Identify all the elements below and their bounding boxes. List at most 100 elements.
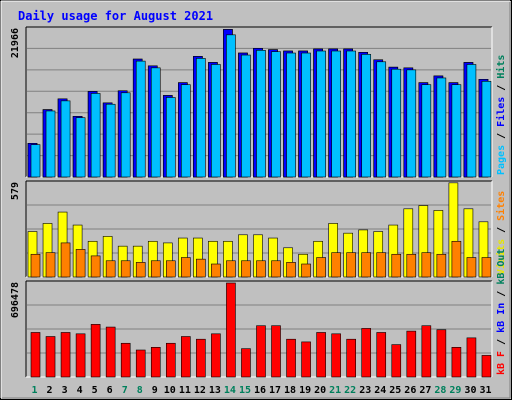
bar — [391, 253, 402, 278]
x-tick-label: 5 — [92, 385, 98, 396]
bar — [451, 347, 462, 378]
bar — [301, 52, 311, 178]
bar — [256, 260, 266, 278]
bar — [421, 325, 432, 378]
bar — [181, 336, 191, 378]
bar — [271, 325, 281, 378]
bar — [30, 144, 41, 178]
bar — [75, 117, 86, 178]
bar — [361, 54, 372, 178]
bar — [271, 260, 281, 278]
bar — [135, 349, 146, 378]
x-tick-label: 28 — [434, 385, 446, 396]
bar — [165, 97, 176, 178]
bar — [346, 50, 356, 178]
bar — [466, 257, 477, 278]
bar — [211, 333, 221, 378]
bar — [105, 103, 116, 178]
bar — [105, 326, 116, 378]
bar — [436, 253, 447, 278]
x-tick-label: 14 — [224, 385, 236, 396]
bar — [60, 242, 71, 278]
x-tick-label: 4 — [77, 385, 83, 396]
panel-legend: Visits / Sites — [495, 191, 507, 275]
x-tick-label: 18 — [284, 385, 296, 396]
bar — [406, 253, 417, 278]
x-tick-label: 19 — [299, 385, 311, 396]
x-tick-label: 1 — [32, 385, 38, 396]
bar — [60, 332, 71, 378]
bar — [406, 330, 417, 378]
bar — [135, 262, 146, 278]
bar — [376, 252, 387, 278]
panel-legend: kB F / kB In / kB Out — [496, 249, 507, 375]
legend-separator: / — [496, 79, 507, 97]
bar — [316, 332, 326, 378]
x-tick-label: 8 — [137, 385, 143, 396]
bar — [75, 333, 86, 378]
bar — [150, 67, 161, 178]
bar — [256, 325, 266, 378]
bar — [361, 328, 372, 378]
legend-entry: Sites — [495, 191, 507, 221]
bar — [316, 257, 326, 278]
bar — [391, 68, 402, 178]
bar — [481, 257, 492, 278]
bar — [331, 333, 341, 378]
bar — [421, 84, 432, 178]
bar — [196, 58, 206, 178]
bar — [286, 52, 296, 178]
bar — [120, 92, 131, 178]
bar — [466, 337, 477, 378]
bar — [451, 84, 462, 178]
bar — [45, 336, 56, 378]
bar — [331, 252, 341, 278]
bar — [241, 260, 251, 278]
bar — [406, 69, 417, 178]
x-tick-label: 23 — [359, 385, 371, 396]
bar — [466, 64, 477, 178]
bar — [451, 240, 462, 278]
chart-panels: 21966 Pages / Files / Hits 579 Visits / Sit… — [10, 26, 507, 378]
bar — [241, 54, 251, 178]
legend-entry: Hits — [495, 55, 507, 79]
bar — [181, 257, 191, 278]
x-tick-label: 27 — [419, 385, 431, 396]
panel-kbytes: 696478 kB F / kB In / kB Out — [10, 249, 507, 378]
legend-entry: Files — [495, 97, 507, 127]
bar — [376, 332, 387, 378]
bar — [481, 355, 492, 378]
bar — [45, 110, 56, 178]
bar — [391, 344, 402, 378]
bar — [90, 93, 101, 178]
legend-entry: Pages — [496, 145, 507, 175]
x-tick-label: 25 — [389, 385, 401, 396]
bar — [196, 338, 206, 378]
bar — [30, 332, 41, 378]
bar — [120, 260, 131, 278]
x-tick-label: 30 — [464, 385, 476, 396]
bar — [150, 347, 161, 378]
bar — [346, 252, 356, 278]
x-tick-label: 24 — [374, 385, 386, 396]
bar — [346, 338, 356, 378]
x-tick-label: 29 — [449, 385, 461, 396]
legend-entry: kB In — [496, 303, 507, 333]
bar — [436, 77, 447, 178]
panel-visits-sites: 579 Visits / Sites — [10, 180, 507, 278]
bar — [421, 252, 432, 278]
series-pages — [30, 34, 492, 178]
legend-entry: Visits — [495, 239, 507, 275]
x-tick-label: 9 — [152, 385, 158, 396]
x-tick-label: 17 — [269, 385, 281, 396]
x-tick-label: 16 — [254, 385, 266, 396]
bar — [181, 84, 191, 178]
bar — [165, 342, 176, 378]
bar — [60, 100, 71, 178]
chart-title: Daily usage for August 2021 — [18, 9, 213, 23]
bar — [376, 61, 387, 178]
bar — [90, 255, 101, 278]
x-tick-label: 11 — [179, 385, 191, 396]
bar — [271, 51, 281, 178]
